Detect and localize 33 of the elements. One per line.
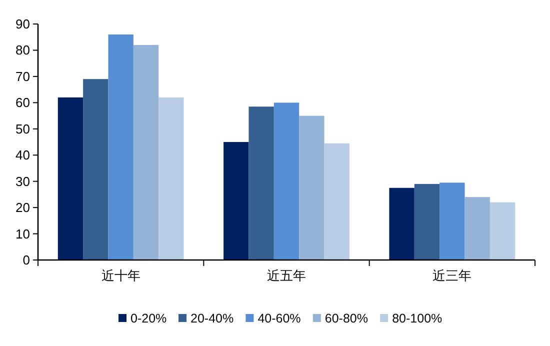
y-tick-label: 0 <box>22 252 30 268</box>
bar <box>133 44 159 260</box>
bar <box>248 106 274 260</box>
bar <box>274 102 300 260</box>
y-tick-label: 90 <box>16 16 30 32</box>
bar <box>299 116 324 260</box>
bar <box>158 97 184 260</box>
y-tick-label: 50 <box>16 121 30 136</box>
x-tick-label: 近十年 <box>101 268 140 283</box>
bar <box>490 202 516 260</box>
x-tick-label: 近三年 <box>432 268 472 283</box>
y-tick-label: 10 <box>16 226 30 242</box>
bar <box>224 142 249 260</box>
bar <box>324 143 350 260</box>
bar <box>414 184 440 260</box>
y-tick-label: 80 <box>16 42 30 58</box>
bar <box>108 34 134 260</box>
y-tick-label: 40 <box>16 148 30 163</box>
y-tick-label: 30 <box>16 174 30 189</box>
bar <box>464 197 490 260</box>
bar <box>389 188 414 260</box>
legend-label: 80-100% <box>392 312 442 326</box>
y-tick-label: 70 <box>16 68 30 84</box>
legend-label: 60-80% <box>324 312 368 326</box>
y-tick-label: 60 <box>16 95 30 110</box>
legend-label: 20-40% <box>190 312 234 326</box>
bar <box>83 79 108 260</box>
y-tick-label: 20 <box>16 200 30 216</box>
bar <box>440 182 465 260</box>
legend-label: 40-60% <box>258 312 301 326</box>
legend-label: 0-20% <box>130 312 167 326</box>
x-tick-label: 近五年 <box>267 268 306 283</box>
bar <box>58 97 84 260</box>
